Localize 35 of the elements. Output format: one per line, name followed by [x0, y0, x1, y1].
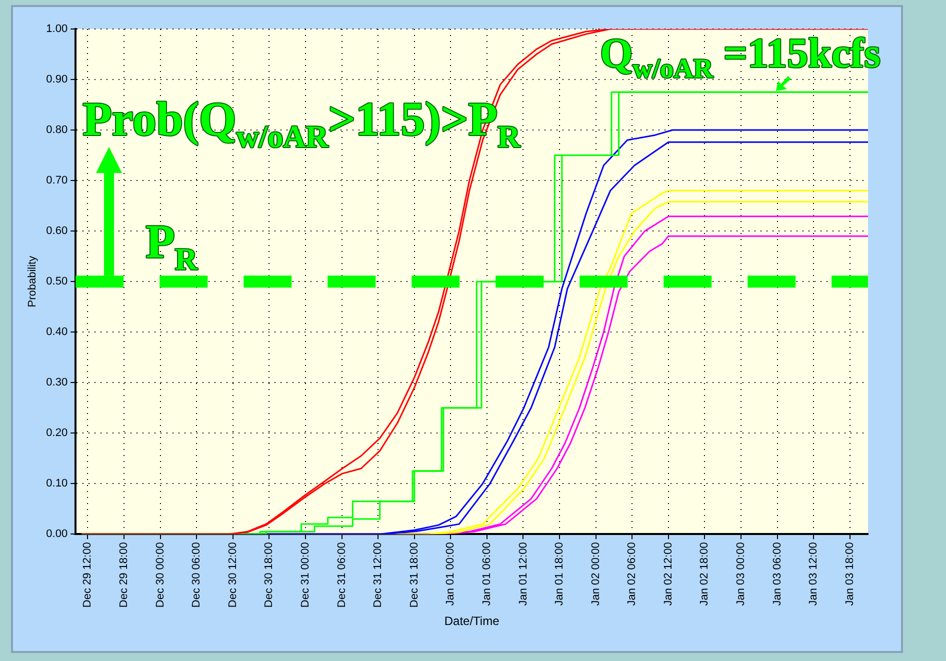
y-tick-label: 0.20: [46, 427, 68, 440]
x-axis-title: Date/Time: [444, 614, 500, 628]
y-tick-label: 0.00: [46, 528, 68, 540]
x-tick-label: Jan 02 06:00: [626, 542, 638, 606]
y-tick-label: 0.80: [46, 124, 68, 136]
x-tick-label: Jan 02 00:00: [590, 542, 602, 606]
x-tick-label: Jan 03 18:00: [844, 542, 856, 606]
x-tick-label: Dec 31 06:00: [336, 542, 348, 608]
x-tick-label: Jan 01 18:00: [554, 542, 566, 606]
y-tick-label: 0.90: [46, 74, 68, 86]
x-tick-label: Dec 31 12:00: [372, 542, 384, 608]
x-tick-label: Dec 31 00:00: [299, 542, 312, 608]
y-axis-title: Probability: [26, 255, 39, 308]
x-tick-label: Dec 30 00:00: [154, 542, 166, 608]
x-tick-label: Jan 03 12:00: [808, 542, 820, 606]
x-tick-label: Jan 01 06:00: [480, 542, 493, 606]
x-tick-label: Jan 01 00:00: [444, 542, 457, 606]
x-tick-label: Dec 29 12:00: [82, 542, 94, 608]
x-tick-label: Dec 31 18:00: [408, 542, 420, 608]
x-tick-label: Jan 03 00:00: [735, 542, 748, 606]
x-tick-label: Jan 02 18:00: [698, 542, 711, 606]
x-tick-label: Dec 30 06:00: [190, 542, 203, 608]
y-tick-label: 0.30: [46, 376, 68, 389]
x-tick-label: Jan 02 12:00: [662, 542, 674, 606]
x-tick-label: Dec 30 18:00: [263, 542, 276, 608]
y-tick-label: 0.40: [46, 326, 68, 338]
x-tick-label: Jan 01 12:00: [517, 542, 530, 606]
x-tick-label: Jan 03 06:00: [771, 542, 784, 606]
y-tick-label: 0.50: [46, 276, 68, 288]
x-tick-label: Dec 30 12:00: [226, 542, 239, 608]
y-tick-label: 0.60: [46, 225, 68, 238]
y-tick-label: 0.10: [46, 478, 68, 490]
y-tick-label: 1.00: [46, 23, 68, 36]
x-tick-label: Dec 29 18:00: [118, 542, 130, 608]
y-tick-label: 0.70: [46, 174, 68, 187]
